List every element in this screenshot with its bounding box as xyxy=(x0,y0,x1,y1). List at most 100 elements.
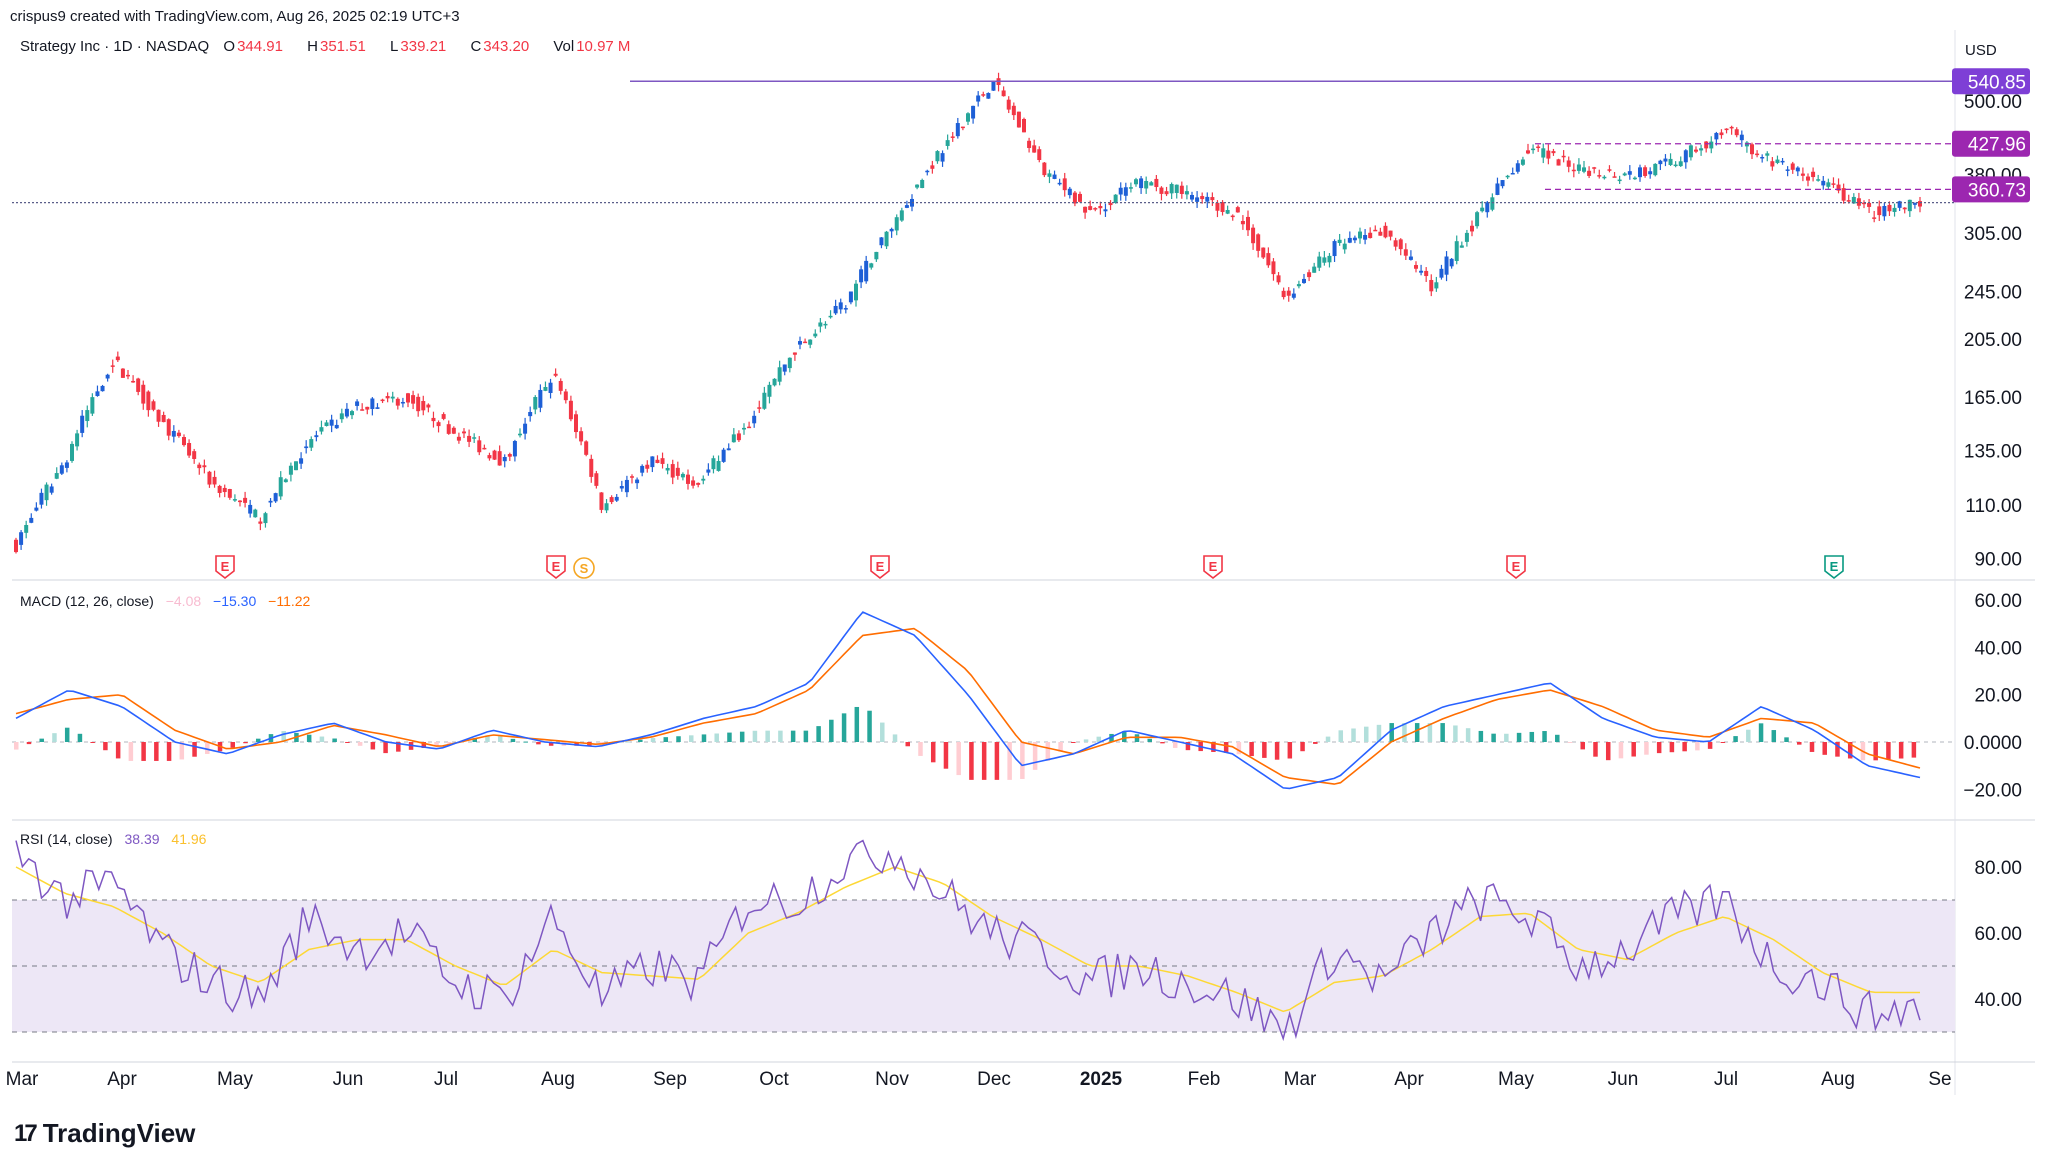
earnings-marker[interactable] xyxy=(1203,555,1223,580)
candle-body xyxy=(940,153,945,162)
earnings-marker[interactable] xyxy=(1506,555,1526,580)
macd-histogram-bar xyxy=(345,742,350,743)
macd-tick-label: 60.00 xyxy=(1974,591,2022,612)
macd-histogram-bar xyxy=(536,742,541,745)
candle-body xyxy=(1795,167,1800,172)
candle-body xyxy=(54,473,59,479)
candle-body xyxy=(767,384,772,397)
candle-body xyxy=(1113,194,1118,204)
candle-body xyxy=(283,479,288,483)
macd-histogram-bar xyxy=(1478,730,1484,742)
candle-body xyxy=(1638,167,1642,178)
candle-body xyxy=(355,401,360,406)
candle-body xyxy=(110,365,115,367)
candle-body xyxy=(502,456,507,462)
candle-body xyxy=(1052,174,1057,179)
candle-body xyxy=(1459,245,1464,248)
candle-body xyxy=(665,467,670,471)
candle-body xyxy=(1016,111,1021,128)
candle-body xyxy=(1047,173,1052,177)
candle-body xyxy=(966,113,970,122)
candle-body xyxy=(1597,175,1602,177)
candle-body xyxy=(574,414,578,433)
candle-body xyxy=(879,237,884,246)
candle-body xyxy=(1256,234,1261,251)
candle-body xyxy=(640,465,645,473)
candle-body xyxy=(1246,216,1250,231)
macd-histogram-bar xyxy=(1287,742,1293,759)
macd-histogram-bar xyxy=(497,736,503,742)
candle-body xyxy=(1918,201,1922,207)
candle-body xyxy=(1856,198,1861,206)
candle-body xyxy=(904,205,909,208)
rsi-tick-label: 40.00 xyxy=(1974,990,2022,1011)
macd-histogram-bar xyxy=(128,742,134,761)
macd-histogram-bar xyxy=(434,742,439,747)
candle-body xyxy=(1811,171,1816,178)
candle-body xyxy=(268,500,273,503)
candle-body xyxy=(1490,197,1495,210)
candle-body xyxy=(777,367,782,382)
price-tick-label: 90.00 xyxy=(1974,550,2022,571)
earnings-marker[interactable] xyxy=(546,555,566,580)
macd-histogram-bar xyxy=(1122,731,1127,742)
macd-histogram-bar xyxy=(1147,738,1152,742)
candle-body xyxy=(238,500,242,503)
candle-body xyxy=(70,443,74,461)
vol-value: 10.97 M xyxy=(576,38,631,55)
candle-body xyxy=(1632,177,1637,180)
macd-histogram-bar xyxy=(1847,742,1853,759)
candle-body xyxy=(1724,128,1729,131)
candle-body xyxy=(1210,197,1215,201)
low-value: 339.21 xyxy=(400,38,447,55)
candle-body xyxy=(889,228,894,232)
candle-body xyxy=(126,374,130,377)
price-tick-label: 205.00 xyxy=(1964,330,2022,351)
macd-histogram-bar xyxy=(1172,742,1178,748)
candle-body xyxy=(1622,173,1627,176)
earnings-marker[interactable] xyxy=(215,555,235,580)
candle-body xyxy=(1582,167,1586,172)
candle-body xyxy=(1862,202,1866,205)
candle-body xyxy=(523,423,528,434)
candle-body xyxy=(1673,164,1678,167)
candle-body xyxy=(141,384,146,404)
earnings-marker[interactable] xyxy=(1824,555,1844,580)
macd-histogram-bar xyxy=(1707,742,1713,749)
candle-body xyxy=(584,441,589,455)
macd-histogram-bar xyxy=(396,742,401,752)
candle-body xyxy=(1123,187,1128,196)
candle-body xyxy=(543,387,548,391)
candle-body xyxy=(1770,161,1775,167)
candle-body xyxy=(171,430,176,437)
rsi-tick-label: 60.00 xyxy=(1974,924,2022,945)
earnings-marker-label: E xyxy=(1830,559,1839,574)
candle-body xyxy=(1042,162,1047,176)
candle-body xyxy=(945,140,950,146)
close-value: 343.20 xyxy=(483,38,530,55)
candle-body xyxy=(1184,191,1189,195)
time-axis-label: Jul xyxy=(434,1069,458,1090)
candle-body xyxy=(1358,231,1362,239)
candle-body xyxy=(309,439,314,448)
candle-body xyxy=(808,339,813,345)
candle-body xyxy=(650,456,655,468)
candle-body xyxy=(614,496,619,501)
macd-histogram-bar xyxy=(370,742,376,750)
split-marker[interactable] xyxy=(573,557,595,579)
macd-histogram-bar xyxy=(1771,730,1777,742)
tradingview-logo[interactable]: 17 TradingView xyxy=(14,1118,196,1148)
candle-body xyxy=(1760,156,1765,159)
candle-body xyxy=(696,482,701,485)
earnings-marker[interactable] xyxy=(870,555,890,580)
macd-histogram-bar xyxy=(1134,734,1140,742)
candle-body xyxy=(1592,167,1597,169)
candle-body xyxy=(1694,149,1698,152)
macd-histogram-bar xyxy=(981,742,987,780)
time-axis-label: Nov xyxy=(875,1069,909,1090)
candle-body xyxy=(385,396,390,399)
candle-body xyxy=(1230,215,1235,218)
candle-body xyxy=(986,93,991,99)
